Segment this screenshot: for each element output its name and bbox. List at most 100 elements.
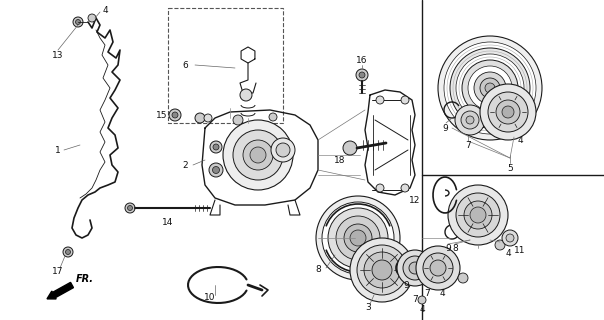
Circle shape xyxy=(418,296,426,304)
Circle shape xyxy=(350,238,414,302)
Circle shape xyxy=(450,48,530,128)
Text: 4: 4 xyxy=(517,135,523,145)
Circle shape xyxy=(372,260,392,280)
Circle shape xyxy=(470,207,486,223)
Circle shape xyxy=(495,240,505,250)
Circle shape xyxy=(423,253,453,283)
Circle shape xyxy=(448,185,508,245)
Circle shape xyxy=(356,69,368,81)
Circle shape xyxy=(480,84,536,140)
Text: 18: 18 xyxy=(334,156,345,164)
Circle shape xyxy=(76,20,80,25)
Circle shape xyxy=(316,196,400,280)
Circle shape xyxy=(172,112,178,118)
Text: 8: 8 xyxy=(315,266,321,275)
Circle shape xyxy=(63,247,73,257)
Circle shape xyxy=(65,250,71,254)
Circle shape xyxy=(243,140,273,170)
Circle shape xyxy=(455,105,485,135)
Text: 9: 9 xyxy=(403,281,409,290)
Circle shape xyxy=(350,230,366,246)
Circle shape xyxy=(403,256,427,280)
Circle shape xyxy=(233,130,283,180)
Text: 9: 9 xyxy=(442,124,448,132)
Circle shape xyxy=(127,205,132,211)
Circle shape xyxy=(169,109,181,121)
Text: 13: 13 xyxy=(53,51,64,60)
Circle shape xyxy=(464,201,492,229)
Circle shape xyxy=(456,193,500,237)
Circle shape xyxy=(359,72,365,78)
Text: 6: 6 xyxy=(182,60,188,69)
Circle shape xyxy=(213,144,219,150)
Circle shape xyxy=(456,54,524,122)
Circle shape xyxy=(195,113,205,123)
Circle shape xyxy=(336,216,380,260)
Bar xyxy=(168,8,283,123)
Circle shape xyxy=(322,202,394,274)
Text: 7: 7 xyxy=(412,295,418,305)
Circle shape xyxy=(376,184,384,192)
Circle shape xyxy=(444,42,536,134)
Circle shape xyxy=(364,252,400,288)
Circle shape xyxy=(401,96,409,104)
Circle shape xyxy=(209,163,223,177)
Circle shape xyxy=(376,96,384,104)
Text: 2: 2 xyxy=(182,161,188,170)
Circle shape xyxy=(409,262,421,274)
Text: 4: 4 xyxy=(102,5,108,14)
Circle shape xyxy=(269,113,277,121)
Circle shape xyxy=(485,83,495,93)
Circle shape xyxy=(125,203,135,213)
Circle shape xyxy=(213,166,219,173)
Text: 8: 8 xyxy=(452,244,458,252)
Circle shape xyxy=(343,141,357,155)
Text: 4: 4 xyxy=(505,249,511,258)
Circle shape xyxy=(461,111,479,129)
Text: 7: 7 xyxy=(424,290,430,299)
Circle shape xyxy=(502,106,514,118)
Circle shape xyxy=(328,208,388,268)
Circle shape xyxy=(474,72,506,104)
Circle shape xyxy=(240,89,252,101)
Circle shape xyxy=(506,234,514,242)
Circle shape xyxy=(466,116,474,124)
Text: 5: 5 xyxy=(507,164,513,172)
Circle shape xyxy=(502,230,518,246)
Circle shape xyxy=(458,273,468,283)
Circle shape xyxy=(468,66,512,110)
Circle shape xyxy=(271,138,295,162)
Text: 4: 4 xyxy=(439,290,445,299)
Text: 7: 7 xyxy=(465,140,471,149)
Circle shape xyxy=(430,260,446,276)
Circle shape xyxy=(496,100,520,124)
Circle shape xyxy=(250,147,266,163)
Circle shape xyxy=(462,60,518,116)
Circle shape xyxy=(438,36,542,140)
Circle shape xyxy=(223,120,293,190)
Text: FR.: FR. xyxy=(76,274,94,284)
Text: 1: 1 xyxy=(55,146,61,155)
Circle shape xyxy=(401,184,409,192)
Text: 17: 17 xyxy=(53,268,64,276)
Text: 11: 11 xyxy=(514,245,525,254)
Text: 14: 14 xyxy=(162,218,174,227)
Circle shape xyxy=(488,92,528,132)
Text: 10: 10 xyxy=(204,293,216,302)
Text: 4: 4 xyxy=(419,306,425,315)
Circle shape xyxy=(244,146,252,154)
Circle shape xyxy=(276,143,290,157)
Circle shape xyxy=(204,114,212,122)
Circle shape xyxy=(73,17,83,27)
Circle shape xyxy=(480,78,500,98)
Text: 9: 9 xyxy=(445,244,451,252)
Text: 15: 15 xyxy=(156,110,168,119)
Circle shape xyxy=(240,142,256,158)
Circle shape xyxy=(509,127,519,137)
Text: 16: 16 xyxy=(356,55,368,65)
Text: 12: 12 xyxy=(410,196,421,204)
Circle shape xyxy=(88,14,96,22)
Circle shape xyxy=(233,115,243,125)
Circle shape xyxy=(397,250,433,286)
Circle shape xyxy=(344,224,372,252)
